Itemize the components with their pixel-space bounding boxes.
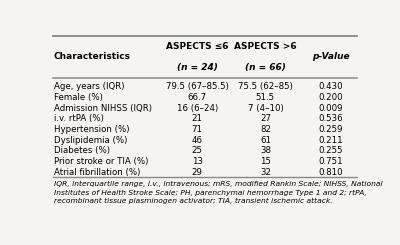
Text: 0.211: 0.211 — [318, 135, 343, 145]
Text: ASPECTS ≤6: ASPECTS ≤6 — [166, 42, 228, 51]
Text: 66.7: 66.7 — [188, 93, 207, 102]
Text: (n = 66): (n = 66) — [245, 63, 286, 72]
Text: Admission NIHSS (IQR): Admission NIHSS (IQR) — [54, 103, 152, 112]
Text: 61: 61 — [260, 135, 271, 145]
Text: (n = 24): (n = 24) — [177, 63, 218, 72]
Text: p-Value: p-Value — [312, 52, 349, 61]
Text: 0.200: 0.200 — [318, 93, 343, 102]
Text: Female (%): Female (%) — [54, 93, 102, 102]
Text: 0.536: 0.536 — [318, 114, 343, 123]
Text: 71: 71 — [192, 125, 203, 134]
Text: Age, years (IQR): Age, years (IQR) — [54, 82, 124, 91]
Text: 79.5 (67–85.5): 79.5 (67–85.5) — [166, 82, 229, 91]
Text: 0.259: 0.259 — [318, 125, 343, 134]
Text: 0.810: 0.810 — [318, 168, 343, 177]
Text: 16 (6–24): 16 (6–24) — [177, 103, 218, 112]
Text: 29: 29 — [192, 168, 203, 177]
Text: 25: 25 — [192, 146, 203, 155]
Text: 13: 13 — [192, 157, 203, 166]
Text: 27: 27 — [260, 114, 271, 123]
Text: 21: 21 — [192, 114, 203, 123]
Text: 51.5: 51.5 — [256, 93, 275, 102]
Text: Diabetes (%): Diabetes (%) — [54, 146, 110, 155]
Text: 38: 38 — [260, 146, 271, 155]
Text: i.v. rtPA (%): i.v. rtPA (%) — [54, 114, 104, 123]
Text: 0.255: 0.255 — [318, 146, 343, 155]
Text: 0.430: 0.430 — [318, 82, 343, 91]
Text: 32: 32 — [260, 168, 271, 177]
Text: 0.009: 0.009 — [318, 103, 343, 112]
Text: 75.5 (62–85): 75.5 (62–85) — [238, 82, 293, 91]
Text: 7 (4–10): 7 (4–10) — [248, 103, 283, 112]
Text: Prior stroke or TIA (%): Prior stroke or TIA (%) — [54, 157, 148, 166]
Text: 15: 15 — [260, 157, 271, 166]
Text: Atrial fibrillation (%): Atrial fibrillation (%) — [54, 168, 140, 177]
Text: Characteristics: Characteristics — [54, 52, 131, 61]
Text: 46: 46 — [192, 135, 203, 145]
Text: 82: 82 — [260, 125, 271, 134]
Text: IQR, interquartile range, i.v., intravenous; mRS, modified Rankin Scale; NIHSS, : IQR, interquartile range, i.v., intraven… — [54, 181, 382, 204]
Text: Dyslipidemia (%): Dyslipidemia (%) — [54, 135, 127, 145]
Text: Hypertension (%): Hypertension (%) — [54, 125, 129, 134]
Text: 0.751: 0.751 — [318, 157, 343, 166]
Text: ASPECTS >6: ASPECTS >6 — [234, 42, 297, 51]
